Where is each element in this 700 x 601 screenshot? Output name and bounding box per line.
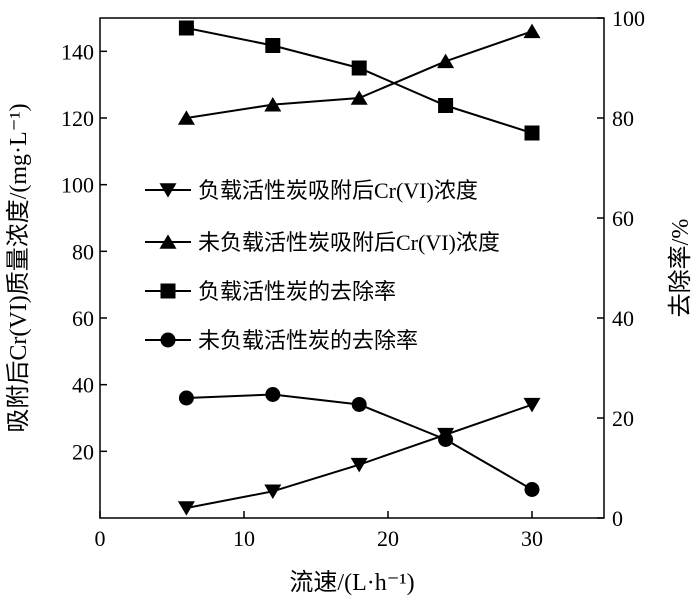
y-right-tick-label: 0 [612, 506, 623, 531]
data-point-circle [265, 387, 281, 402]
legend-marker-square [160, 283, 176, 299]
y-left-tick-label: 60 [72, 306, 94, 331]
y-right-tick-label: 80 [612, 106, 634, 131]
legend-marker-triangle-up [159, 234, 177, 249]
data-point-triangle-down [523, 397, 541, 413]
data-point-circle [178, 390, 194, 406]
series-line-3 [186, 27, 533, 134]
y-left-tick-label: 40 [72, 373, 94, 398]
data-point-square [524, 125, 540, 141]
data-point-square [351, 60, 367, 76]
data-point-triangle-up [350, 90, 368, 105]
legend-marker-circle [160, 332, 176, 348]
x-tick-label: 20 [377, 526, 399, 551]
data-point-circle [438, 432, 454, 447]
y-right-tick-label: 60 [612, 206, 634, 231]
y-left-tick-label: 80 [72, 239, 94, 264]
y-left-tick-label: 100 [61, 173, 94, 198]
data-point-triangle-up [177, 110, 195, 125]
data-point-triangle-up [437, 53, 455, 69]
series-group [177, 20, 541, 516]
x-tick-label: 30 [521, 526, 543, 551]
data-point-circle [351, 397, 367, 412]
legend-label: 未负载活性炭的去除率 [198, 328, 418, 353]
y-left-tick-label: 120 [61, 106, 94, 131]
y-axis-right: 0 20 40 60 80 100 [597, 6, 645, 531]
data-point-square [438, 98, 454, 113]
series-line-1 [186, 403, 533, 509]
x-tick-label: 10 [233, 526, 255, 551]
y-left-tick-label: 140 [61, 39, 94, 64]
legend-label: 未负载活性炭吸附后Cr(VI)浓度 [198, 230, 500, 255]
data-point-square [265, 38, 281, 53]
data-point-triangle-down [264, 484, 282, 499]
y-left-tick-label: 20 [72, 439, 94, 464]
data-point-square [178, 20, 194, 36]
x-axis-label: 流速/(L·h⁻¹) [289, 569, 414, 596]
x-axis: 0 10 20 30 [95, 511, 543, 551]
y-axis-right-label: 去除率/% [667, 219, 694, 318]
data-point-triangle-up [523, 23, 541, 39]
data-point-triangle-up [264, 97, 282, 112]
legend-label: 负载活性炭吸附后Cr(VI)浓度 [198, 178, 478, 203]
data-point-circle [524, 482, 540, 497]
y-right-tick-label: 100 [612, 6, 645, 31]
y-right-tick-label: 40 [612, 306, 634, 331]
y-axis-left: 20 40 60 80 100 120 140 [61, 39, 107, 464]
y-right-tick-label: 20 [612, 406, 634, 431]
data-point-triangle-down [350, 457, 368, 473]
y-axis-left-label: 吸附后Cr(VI)质量浓度/(mg·L⁻¹) [5, 103, 32, 432]
legend-label: 负载活性炭的去除率 [198, 279, 396, 304]
plot-frame [99, 17, 605, 519]
x-tick-label: 0 [95, 526, 106, 551]
legend: 负载活性炭吸附后Cr(VI)浓度未负载活性炭吸附后Cr(VI)浓度负载活性炭的去… [145, 178, 500, 353]
legend-marker-triangle-down [159, 183, 177, 198]
data-point-triangle-down [177, 501, 195, 516]
